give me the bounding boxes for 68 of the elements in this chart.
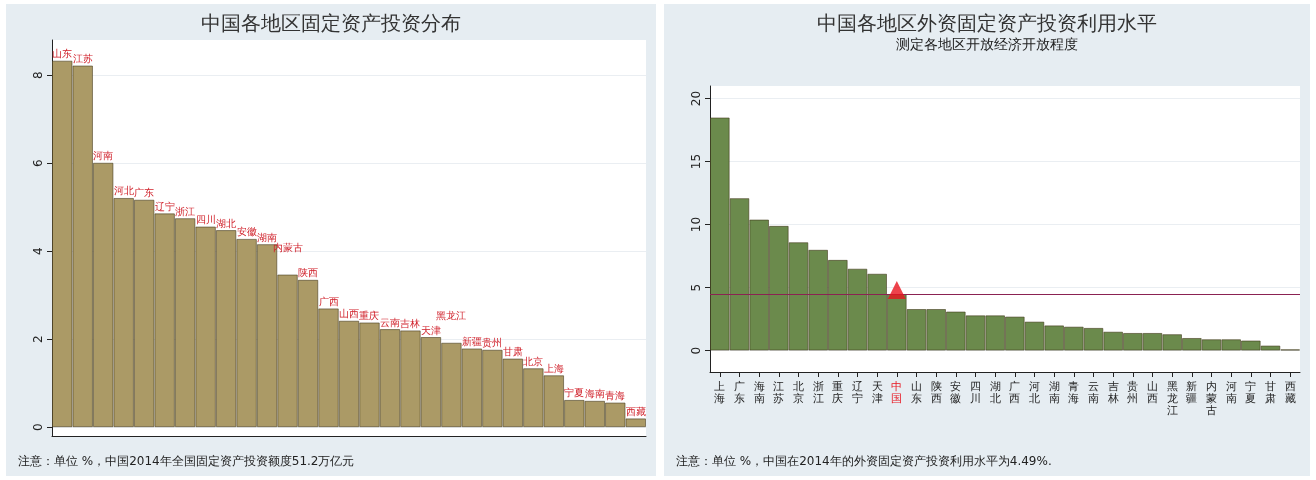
x-tick-label: 湖南 [1048,379,1060,405]
x-tick-label: 江苏 [773,379,785,405]
x-tick-label: 上海 [714,379,726,405]
category-label: 甘肃 [502,346,523,358]
category-label: 陕西 [298,267,319,279]
y-tick-label: 6 [31,159,45,168]
x-tick-label: 青海 [1068,379,1080,405]
x-tick-label: 吉林 [1106,379,1119,405]
x-tick-label: 山西 [1147,379,1158,405]
category-label: 湖南 [257,231,278,243]
x-tick-label: 宁夏 [1245,379,1257,405]
x-tick-label: 河北 [1029,379,1040,405]
y-tick-label: 2 [31,335,45,344]
x-tick-label: 陕西 [930,379,942,405]
x-tick-label: 中国 [891,379,903,405]
x-tick-label: 广东 [734,379,745,405]
chart-subtitle: 测定各地区开放经济开放程度 [896,36,1078,52]
x-tick-label: 海南 [753,379,765,405]
x-tick-label: 四川 [970,379,981,405]
y-tick-label: 10 [689,216,703,233]
x-tick-label: 重庆 [832,379,844,405]
x-tick-label: 黑龙江 [1166,379,1178,417]
y-tick-label: 4 [31,247,45,256]
x-tick-label: 甘肃 [1265,379,1276,405]
category-label: 上海 [543,362,564,374]
x-tick-label: 内蒙古 [1206,379,1217,417]
category-label: 辽宁 [154,200,175,212]
category-label: 贵州 [482,337,503,349]
category-label: 湖北 [216,217,237,229]
x-tick-label: 天津 [871,379,883,405]
x-tick-label: 西藏 [1284,379,1296,405]
x-tick-label: 新疆 [1186,379,1198,405]
category-label: 广东 [134,187,155,199]
category-label: 河北 [113,185,134,197]
category-label: 吉林 [400,317,421,329]
y-tick-label: 5 [689,283,703,292]
x-tick-label: 河南 [1225,379,1237,405]
y-tick-label: 0 [31,423,45,432]
x-tick-label: 山东 [911,379,922,405]
category-label: 广西 [318,295,339,307]
category-label: 河南 [93,150,114,162]
chart-title: 中国各地区固定资产投资分布 [201,11,461,35]
x-tick-label: 广西 [1009,379,1021,405]
x-tick-label: 贵州 [1127,379,1139,405]
category-label: 安徽 [236,226,257,238]
category-label: 云南 [379,316,400,328]
category-label: 山西 [339,308,359,320]
category-label: 浙江 [175,205,196,217]
y-tick-label: 20 [689,90,703,107]
category-label: 天津 [420,324,441,336]
x-tick-label: 云南 [1088,379,1099,405]
x-tick-label: 辽宁 [852,379,863,405]
category-label: 黑龙江 [436,310,467,322]
category-label: 四川 [195,214,216,226]
category-label: 江苏 [72,53,93,65]
x-tick-label: 安徽 [950,379,962,405]
chart-title: 中国各地区外资固定资产投资利用水平 [817,11,1157,35]
x-tick-label: 浙江 [812,379,824,405]
category-label: 重庆 [359,309,380,321]
text: 注意：单位 %，中国在2014年的外资固定资产投资利用水平为4.49%. [676,453,1052,470]
category-label: 新疆 [461,335,482,347]
x-tick-label: 北京 [793,379,804,405]
text: 注意：单位 %，中国2014年全国固定资产投资额度51.2万亿元 [18,453,355,470]
y-tick-label: 15 [689,153,703,170]
x-tick-label: 湖北 [989,379,1001,405]
category-label: 北京 [523,355,544,367]
y-tick-label: 8 [31,71,45,80]
y-tick-label: 0 [689,346,703,355]
